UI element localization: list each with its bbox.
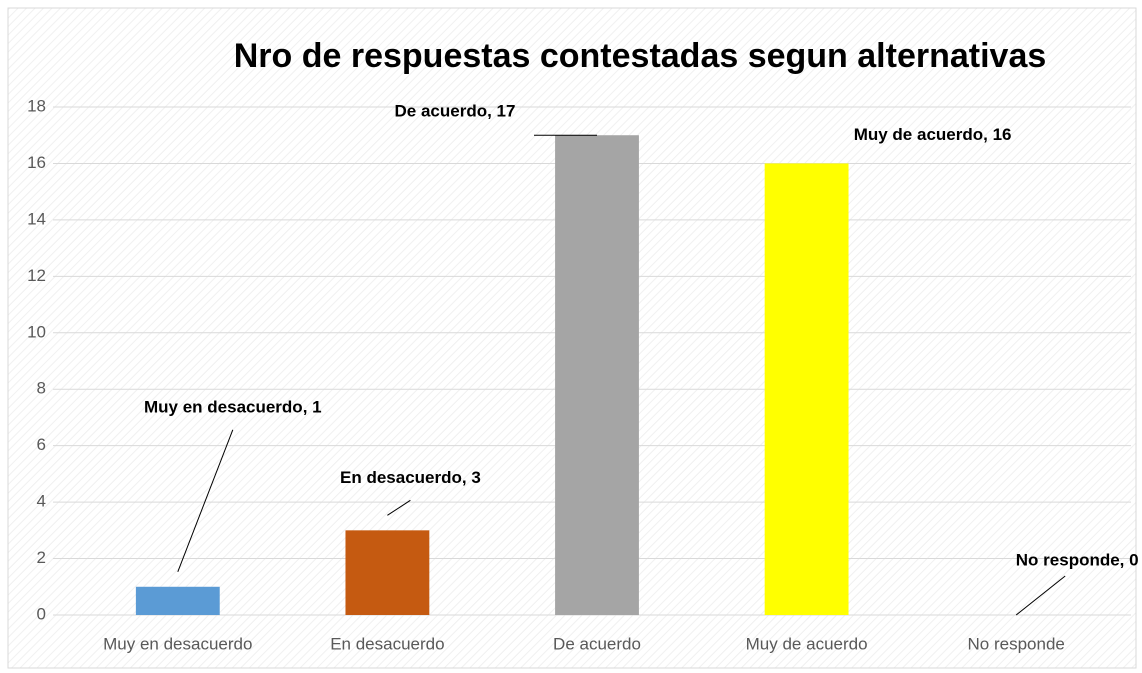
data-label: No responde, 0 [1016,550,1139,569]
bar [764,163,849,615]
y-tick-label: 6 [37,435,46,454]
leader-line [387,499,411,516]
y-tick-label: 8 [37,379,46,398]
x-tick-label: No responde [968,634,1065,653]
bar [555,135,639,615]
data-label: De acuerdo, 17 [395,102,516,121]
y-tick-label: 0 [37,604,46,623]
y-tick-label: 16 [27,153,46,172]
data-label: Muy en desacuerdo, 1 [144,397,322,416]
chart-title: Nro de respuestas contestadas segun alte… [234,37,1047,75]
x-tick-label: En desacuerdo [330,634,444,653]
data-label: En desacuerdo, 3 [340,468,481,487]
data-label: Muy de acuerdo, 16 [854,125,1012,144]
y-tick-label: 10 [27,322,46,341]
bar [345,530,430,615]
leader-line [1015,575,1066,616]
x-tick-label: Muy de acuerdo [746,634,868,653]
y-tick-label: 18 [27,96,46,115]
x-tick-label: Muy en desacuerdo [103,634,252,653]
x-tick-label: De acuerdo [553,634,641,653]
leader-line [177,429,234,572]
y-tick-label: 2 [37,548,46,567]
y-tick-label: 12 [27,266,46,285]
bar [135,586,220,615]
y-tick-label: 14 [27,209,46,228]
y-tick-label: 4 [37,492,46,511]
